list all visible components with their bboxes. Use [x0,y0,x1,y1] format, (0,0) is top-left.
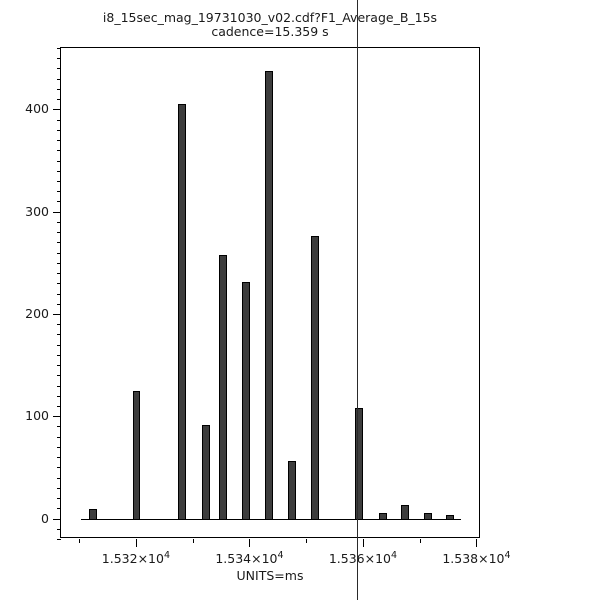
x-axis-minor-tick [419,539,421,543]
y-axis-tick-label: 400 [25,101,49,117]
x-axis-tick-label: 1.536×104 [318,548,408,566]
y-axis-minor-tick [57,354,61,356]
y-axis-minor-tick [57,539,61,540]
cadence-marker-line [357,0,358,600]
y-axis-minor-tick [57,78,61,80]
y-axis-minor-tick [57,273,61,275]
y-axis-tick-label: 300 [25,203,49,219]
x-axis-tick-label: 1.538×104 [431,548,521,566]
x-axis-minor-tick [79,539,81,543]
y-axis-minor-tick [57,262,61,264]
y-axis-minor-tick [57,252,61,254]
y-axis-minor-tick [57,150,61,152]
y-axis-minor-tick [57,129,61,131]
x-axis-major-tick [135,539,137,547]
x-tick-exponent: 4 [163,550,171,561]
y-axis-minor-tick [57,293,61,295]
y-axis-minor-tick [57,58,61,60]
histogram-bar [201,425,210,520]
y-axis-minor-tick [57,170,61,172]
histogram-bar [378,513,387,520]
y-axis-minor-tick [57,426,61,428]
y-axis-minor-tick [57,487,61,489]
histogram-bar [264,70,273,520]
chart-title: i8_15sec_mag_19731030_v02.cdf?F1_Average… [60,11,480,39]
y-axis-tick-label: 200 [25,305,49,321]
plot-area: 0 100 200 300 400 1.532×104 1.534×104 1.536×104… [25,47,511,566]
y-axis-major-tick [53,211,61,213]
histogram-bar [88,509,97,520]
y-axis-minor-tick [57,201,61,203]
histogram-bar [423,513,432,520]
histogram-bar [288,461,296,520]
histogram-bar [132,390,141,520]
y-axis-major-tick [53,109,61,111]
y-axis-minor-tick [57,334,61,336]
histogram-bar [218,254,227,520]
histogram-bar [445,515,454,520]
y-axis-minor-tick [57,365,61,367]
x-axis-minor-tick [192,539,194,543]
y-axis-minor-tick [57,160,61,162]
y-axis-minor-tick [57,242,61,244]
y-axis-minor-tick [57,232,61,234]
x-tick-mantissa: 1.534×10 [215,551,278,567]
histogram-bar [310,236,319,520]
x-axis-major-tick [362,539,364,547]
y-axis-minor-tick [57,395,61,397]
y-axis-minor-tick [57,324,61,326]
y-axis-minor-tick [57,508,61,510]
y-axis-minor-tick [57,88,61,90]
x-axis-minor-tick [306,539,308,543]
histogram-bar [400,505,409,520]
y-axis-minor-tick [57,99,61,101]
y-axis-major-tick [53,518,61,520]
y-axis-minor-tick [57,119,61,121]
y-axis-minor-tick [57,457,61,459]
y-axis-minor-tick [57,283,61,285]
x-tick-mantissa: 1.532×10 [101,551,164,567]
y-axis-major-tick [53,416,61,418]
x-axis-major-tick [249,539,251,547]
y-axis-major-tick [53,313,61,315]
x-tick-exponent: 4 [277,550,284,561]
y-axis-minor-tick [57,221,61,223]
x-axis-major-tick [476,539,478,547]
y-axis-minor-tick [57,303,61,305]
y-axis-minor-tick [57,467,61,469]
y-axis-minor-tick [57,140,61,142]
y-axis-minor-tick [57,375,61,377]
y-axis-minor-tick [57,68,61,70]
x-axis-title: UNITS=ms [236,568,304,583]
histogram-bar [355,408,363,520]
x-axis-tick-label: 1.534×104 [204,548,294,566]
histogram-bar [242,282,250,520]
chart-title-line2: cadence=15.359 s [211,24,329,39]
x-axis-tick-label: 1.532×104 [91,548,181,566]
x-tick-mantissa: 1.538×10 [442,551,505,567]
y-axis-minor-tick [57,385,61,387]
x-tick-exponent: 4 [504,550,511,561]
y-axis-tick-label: 100 [25,408,49,424]
y-axis-minor-tick [57,446,61,448]
y-axis-minor-tick [57,344,61,346]
y-axis-minor-tick [57,498,61,500]
y-axis-minor-tick [57,436,61,438]
y-axis-minor-tick [57,528,61,530]
y-axis-minor-tick [57,180,61,182]
y-axis-tick-label: 0 [41,510,49,526]
x-tick-exponent: 4 [391,550,398,561]
y-axis-minor-tick [57,406,61,408]
x-tick-mantissa: 1.536×10 [328,551,391,567]
histogram-bar [178,104,187,520]
y-axis-minor-tick [57,477,61,479]
y-axis-minor-tick [57,191,61,193]
y-axis-minor-tick [57,48,61,49]
chart-title-line1: i8_15sec_mag_19731030_v02.cdf?F1_Average… [102,10,438,25]
